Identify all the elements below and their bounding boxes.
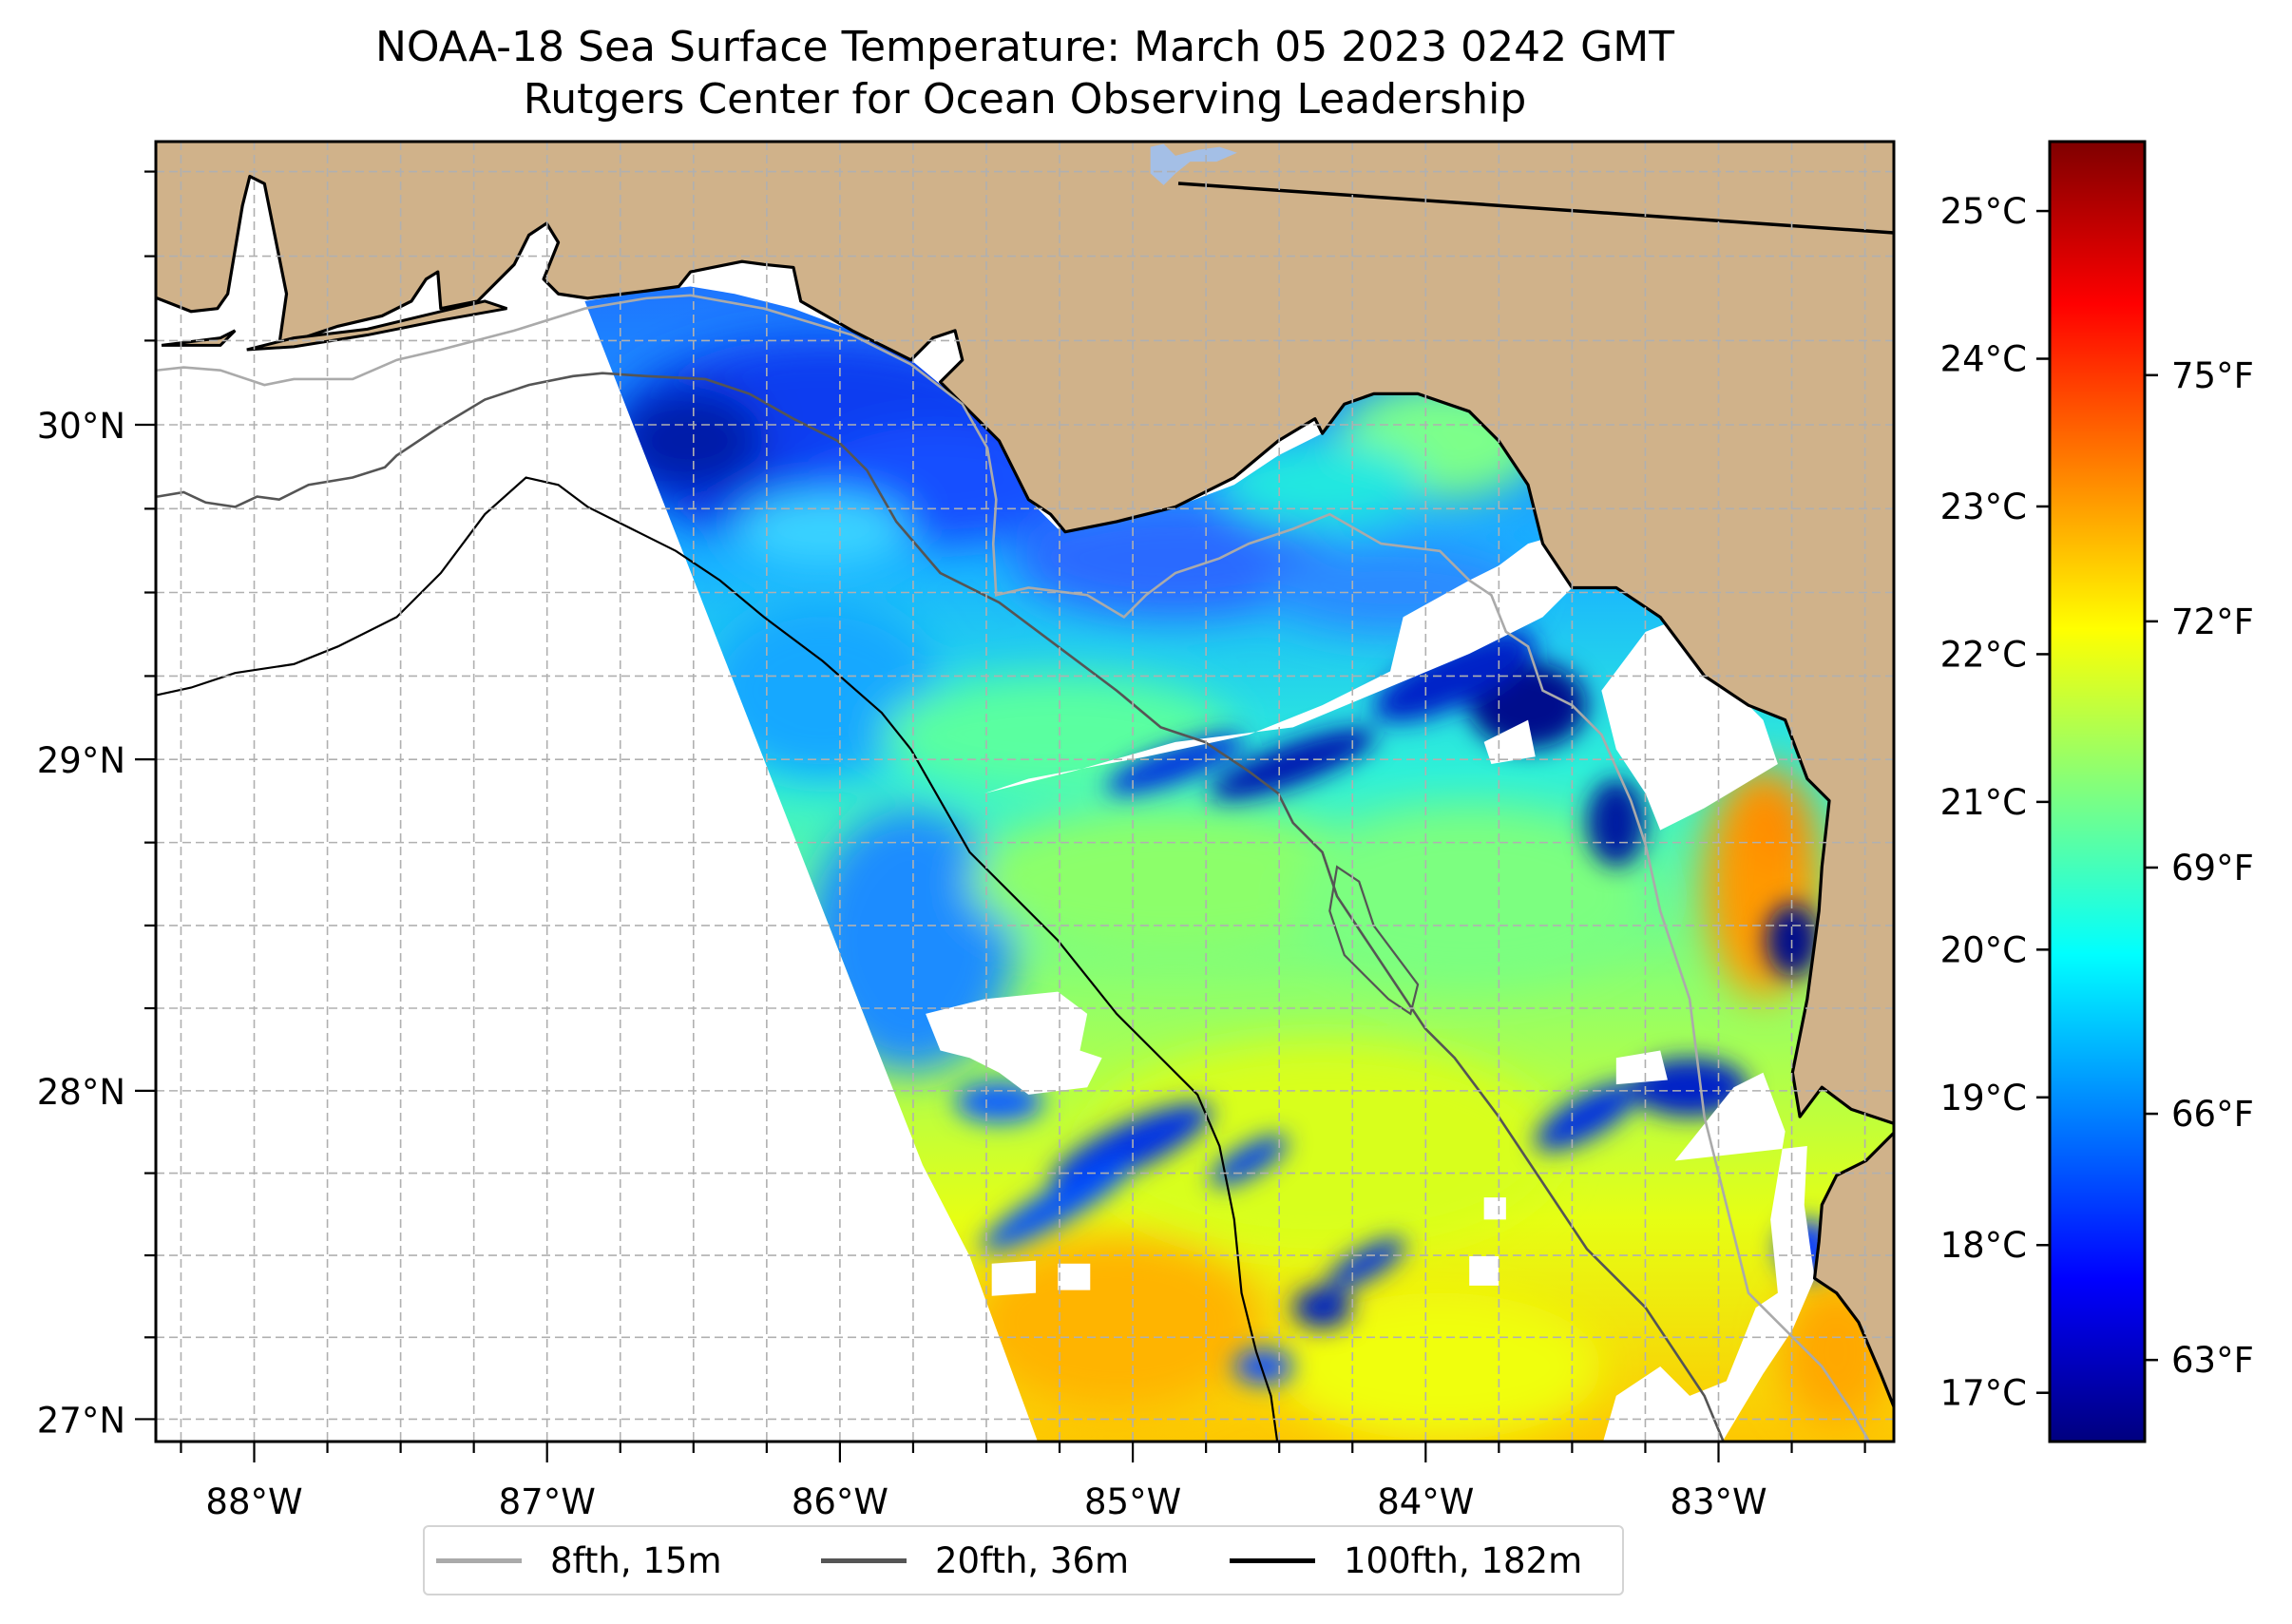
colorbar-gradient xyxy=(2048,140,2147,1443)
lon-tick-label: 83°W xyxy=(1670,1481,1767,1522)
cold-streak xyxy=(1586,778,1646,868)
sst-feature xyxy=(1013,499,1338,618)
isobath-20fth xyxy=(157,373,1726,1449)
map-panel xyxy=(156,142,1894,1449)
isobath-100fth xyxy=(157,478,1278,1449)
celsius-tick-label: 25°C xyxy=(1940,191,2027,232)
fahrenheit-tick-label: 63°F xyxy=(2171,1340,2254,1381)
legend-item-20fth: 20fth, 36m xyxy=(821,1527,1129,1594)
lake xyxy=(1150,143,1237,185)
sst-feature xyxy=(969,1233,1264,1411)
legend-line-100fth xyxy=(1230,1557,1315,1563)
cloud-gap xyxy=(1469,1256,1499,1286)
cloud-gap xyxy=(1058,1263,1091,1290)
sst-feature xyxy=(1219,440,1425,529)
sst-feature xyxy=(1292,808,1646,984)
figure-subtitle: Rutgers Center for Ocean Observing Leade… xyxy=(523,75,1527,124)
lat-tick-label: 28°N xyxy=(37,1072,125,1113)
lon-tick-label: 86°W xyxy=(792,1481,888,1522)
legend-line-20fth xyxy=(821,1557,907,1563)
cloud-gap xyxy=(926,991,1102,1095)
colorbar-ticks: 17°C 18°C 19°C 20°C 21°C 22°C 23°C 24°C 25°C 63°F… xyxy=(1940,191,2254,1414)
lat-tick-label: 30°N xyxy=(37,406,125,447)
celsius-tick-label: 21°C xyxy=(1940,782,2027,823)
sst-feature xyxy=(1741,778,1815,868)
legend-label-100fth: 100fth, 182m xyxy=(1344,1539,1583,1581)
lat-tick-label: 27°N xyxy=(37,1400,125,1441)
lon-tick-label: 85°W xyxy=(1084,1481,1181,1522)
state-boundary xyxy=(1177,182,1894,235)
fahrenheit-tick-label: 66°F xyxy=(2171,1094,2254,1135)
fahrenheit-tick-label: 69°F xyxy=(2171,848,2254,888)
gridlines xyxy=(156,142,1894,1442)
cloud-gap xyxy=(1388,536,1573,679)
sst-feature xyxy=(969,808,1382,956)
celsius-tick-label: 24°C xyxy=(1940,339,2027,380)
cold-streak xyxy=(1210,1135,1289,1187)
cloud-gaps xyxy=(926,528,1815,1442)
cloud-gap xyxy=(1601,1072,1815,1442)
cold-streak xyxy=(981,1157,1136,1251)
cold-streak xyxy=(1535,1081,1639,1152)
sst-feature xyxy=(617,389,765,492)
isobath-legend: 8fth, 15m 20fth, 36m 100fth, 182m xyxy=(423,1525,1624,1595)
cold-streak xyxy=(955,1081,1043,1123)
legend-label-8fth: 8fth, 15m xyxy=(550,1539,722,1581)
cold-streak xyxy=(1233,1348,1293,1385)
cold-streak xyxy=(1050,1102,1213,1190)
sst-feature xyxy=(705,602,941,779)
axis-labels: 88°W 87°W 86°W 85°W 84°W 83°W 27°N 28°N 29°N 30°N xyxy=(37,406,1767,1522)
axis-ticks xyxy=(135,170,1866,1462)
celsius-tick-label: 20°C xyxy=(1940,929,2027,970)
lon-tick-label: 84°W xyxy=(1377,1481,1474,1522)
celsius-tick-label: 17°C xyxy=(1940,1373,2027,1414)
legend-item-100fth: 100fth, 182m xyxy=(1230,1527,1582,1594)
cold-streak xyxy=(1106,734,1245,794)
legend-line-8fth xyxy=(436,1557,522,1563)
colorbar: 17°C 18°C 19°C 20°C 21°C 22°C 23°C 24°C 25°C 63°F… xyxy=(1940,140,2254,1443)
cloud-gap xyxy=(1483,1197,1506,1220)
figure-title: NOAA-18 Sea Surface Temperature: March 0… xyxy=(374,23,1675,71)
fahrenheit-tick-label: 72°F xyxy=(2171,602,2254,642)
isobath-8fth xyxy=(157,296,1873,1449)
cold-streak xyxy=(1292,1287,1352,1328)
fahrenheit-tick-label: 75°F xyxy=(2171,355,2254,396)
lon-tick-label: 88°W xyxy=(205,1481,302,1522)
sst-feature xyxy=(1087,1042,1557,1250)
celsius-tick-label: 23°C xyxy=(1940,487,2027,527)
map-frame xyxy=(154,140,1896,1443)
lon-tick-label: 87°W xyxy=(499,1481,596,1522)
legend-item-8fth: 8fth, 15m xyxy=(436,1527,722,1594)
legend-label-20fth: 20fth, 36m xyxy=(935,1539,1130,1581)
cold-streak xyxy=(1327,1237,1405,1290)
cold-streak xyxy=(1210,728,1377,800)
cloud-gap xyxy=(1483,719,1536,765)
isobath-20fth-shoals xyxy=(1329,867,1418,1014)
lat-tick-label: 29°N xyxy=(37,740,125,781)
sst-feature xyxy=(1278,1292,1602,1441)
cold-streak xyxy=(1766,903,1820,978)
cloud-gap xyxy=(1615,1050,1668,1085)
cloud-gap xyxy=(991,1260,1037,1296)
celsius-tick-label: 18°C xyxy=(1940,1225,2027,1266)
celsius-tick-label: 19°C xyxy=(1940,1078,2027,1118)
cloud-gap xyxy=(1601,617,1778,831)
sst-feature xyxy=(735,491,911,566)
celsius-tick-label: 22°C xyxy=(1940,634,2027,675)
